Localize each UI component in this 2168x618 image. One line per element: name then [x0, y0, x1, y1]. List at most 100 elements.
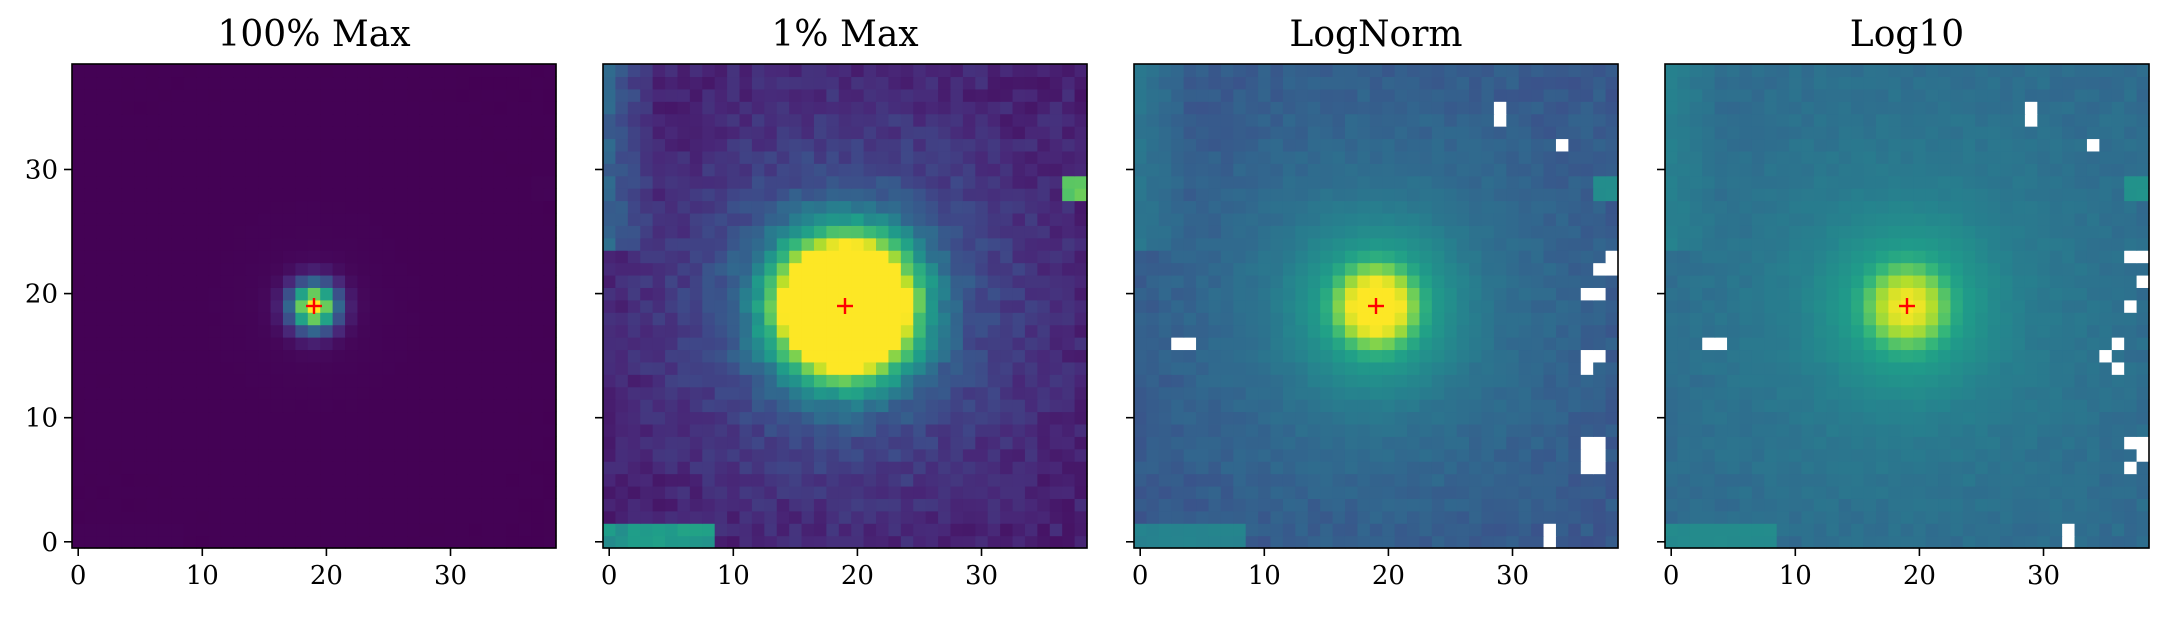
heatmap-cell — [1344, 523, 1358, 537]
heatmap-cell — [1568, 64, 1582, 78]
heatmap-cell — [1233, 126, 1247, 140]
heatmap-cell — [789, 76, 803, 90]
heatmap-cell — [506, 76, 520, 90]
heatmap-cell — [1158, 523, 1172, 537]
heatmap-cell — [1394, 113, 1408, 127]
heatmap-cell — [444, 411, 458, 425]
heatmap-cell — [307, 126, 321, 140]
heatmap-cell — [1493, 498, 1507, 512]
heatmap-cell — [1518, 225, 1532, 239]
heatmap-cell — [1171, 225, 1185, 239]
heatmap-cell — [851, 423, 865, 437]
heatmap-cell — [1469, 312, 1483, 326]
heatmap-cell — [109, 498, 123, 512]
heatmap-cell — [876, 113, 890, 127]
heatmap-cell — [208, 473, 222, 487]
heatmap-cell — [332, 411, 346, 425]
heatmap-cell — [1037, 150, 1051, 164]
heatmap-cell — [913, 535, 927, 549]
heatmap-cell — [603, 64, 617, 78]
heatmap-cell — [1183, 101, 1197, 115]
heatmap-cell — [1382, 237, 1396, 251]
heatmap-cell — [851, 498, 865, 512]
heatmap-cell — [506, 436, 520, 450]
heatmap-cell — [134, 473, 148, 487]
heatmap-cell — [1307, 498, 1321, 512]
heatmap-cell — [1714, 461, 1728, 475]
heatmap-cells — [603, 64, 1088, 549]
heatmap-cell — [1593, 188, 1607, 202]
heatmap-cell — [1258, 188, 1272, 202]
heatmap-cell — [962, 200, 976, 214]
heatmap-cell — [950, 485, 964, 499]
heatmap-cell — [456, 225, 470, 239]
heatmap-cell — [1074, 225, 1088, 239]
heatmap-cell — [1024, 461, 1038, 475]
heatmap-cell — [1888, 436, 1902, 450]
heatmap-cell — [938, 337, 952, 351]
heatmap-cell — [813, 113, 827, 127]
heatmap-cell — [134, 200, 148, 214]
heatmap-cell — [233, 299, 247, 313]
heatmap-cell — [938, 188, 952, 202]
heatmap-cell — [813, 361, 827, 375]
heatmap-cell — [1975, 423, 1989, 437]
heatmap-cell — [1493, 212, 1507, 226]
heatmap-cell — [1074, 274, 1088, 288]
heatmap-cell — [183, 188, 197, 202]
heatmap-cell — [282, 535, 296, 549]
heatmap-cell — [1183, 163, 1197, 177]
heatmap-cell — [1382, 175, 1396, 189]
heatmap-cell — [2062, 473, 2076, 487]
heatmap-cell — [689, 299, 703, 313]
heatmap-cell — [801, 386, 815, 400]
heatmap-cell — [506, 324, 520, 338]
heatmap-cell — [913, 237, 927, 251]
heatmap-cell — [751, 163, 765, 177]
heatmap-cell — [481, 188, 495, 202]
heatmap-cell — [1000, 212, 1014, 226]
heatmap-cell — [627, 448, 641, 462]
heatmap-cell — [1568, 250, 1582, 264]
heatmap-cell — [1233, 461, 1247, 475]
heatmap-cell — [245, 535, 259, 549]
heatmap-cell — [1158, 262, 1172, 276]
heatmap-cell — [1307, 250, 1321, 264]
heatmap-cell — [96, 212, 110, 226]
heatmap-cell — [171, 200, 185, 214]
heatmap-cell — [1568, 225, 1582, 239]
heatmap-cell — [1987, 485, 2001, 499]
heatmap-cell — [627, 510, 641, 524]
heatmap-cell — [1813, 498, 1827, 512]
heatmap-cell — [1245, 64, 1259, 78]
heatmap-cell — [1000, 473, 1014, 487]
heatmap-cell — [419, 461, 433, 475]
heatmap-cell — [863, 150, 877, 164]
heatmap-cell — [665, 374, 679, 388]
heatmap-cell — [615, 237, 629, 251]
heatmap-cell — [714, 225, 728, 239]
heatmap-cell — [1580, 411, 1594, 425]
heatmap-cell — [1233, 473, 1247, 487]
heatmap-cell — [1295, 312, 1309, 326]
heatmap-cell — [1665, 448, 1679, 462]
heatmap-cell — [1714, 436, 1728, 450]
heatmap-cell — [1369, 262, 1383, 276]
heatmap-cell — [357, 374, 371, 388]
heatmap-cell — [407, 349, 421, 363]
heatmap-cell — [1183, 312, 1197, 326]
heatmap-cell — [220, 101, 234, 115]
heatmap-cell — [369, 163, 383, 177]
heatmap-cell — [1134, 312, 1148, 326]
heatmap-cell — [751, 225, 765, 239]
heatmap-cell — [1037, 237, 1051, 251]
heatmap-cell — [369, 473, 383, 487]
heatmap-cell — [1220, 473, 1234, 487]
heatmap-cell — [962, 150, 976, 164]
heatmap-cell — [851, 299, 865, 313]
heatmap-cell — [481, 312, 495, 326]
heatmap-cell — [1245, 188, 1259, 202]
heatmap-cell — [1320, 163, 1334, 177]
heatmap-cell — [751, 150, 765, 164]
heatmap-cell — [689, 535, 703, 549]
